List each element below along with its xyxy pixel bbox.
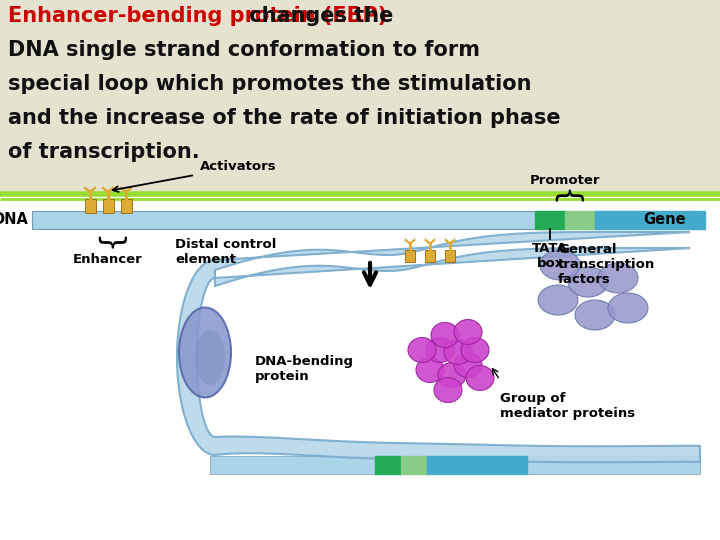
Ellipse shape — [416, 357, 444, 382]
Text: Enhancer: Enhancer — [73, 253, 143, 266]
Text: Enhancer-bending protein (EBP): Enhancer-bending protein (EBP) — [8, 6, 387, 26]
Text: special loop which promotes the stimulation: special loop which promotes the stimulat… — [8, 74, 531, 94]
Ellipse shape — [540, 250, 580, 280]
Bar — [595, 211, 705, 229]
Bar — [0, 195, 720, 540]
Ellipse shape — [461, 338, 489, 362]
Ellipse shape — [408, 338, 436, 362]
Ellipse shape — [195, 330, 225, 385]
Text: }: } — [94, 235, 122, 254]
Ellipse shape — [454, 353, 482, 377]
Bar — [0, 0, 720, 195]
Ellipse shape — [538, 285, 578, 315]
Ellipse shape — [431, 322, 459, 348]
Text: Activators: Activators — [200, 160, 276, 173]
Polygon shape — [177, 232, 700, 462]
Text: Promoter: Promoter — [530, 174, 600, 187]
Ellipse shape — [575, 300, 615, 330]
Text: of transcription.: of transcription. — [8, 142, 199, 162]
Bar — [535, 211, 565, 229]
Ellipse shape — [598, 263, 638, 293]
Ellipse shape — [179, 307, 231, 397]
Bar — [375, 456, 401, 474]
Ellipse shape — [434, 377, 462, 402]
Text: Gene: Gene — [643, 213, 685, 227]
Bar — [427, 456, 527, 474]
Ellipse shape — [568, 267, 608, 297]
Bar — [425, 249, 435, 262]
Ellipse shape — [426, 338, 454, 362]
Ellipse shape — [608, 293, 648, 323]
Text: DNA single strand conformation to form: DNA single strand conformation to form — [8, 40, 480, 60]
Text: TATA
box: TATA box — [532, 242, 568, 270]
Ellipse shape — [466, 366, 494, 390]
Text: DNA-bending
protein: DNA-bending protein — [255, 355, 354, 383]
Ellipse shape — [454, 320, 482, 345]
Bar — [84, 199, 96, 213]
Ellipse shape — [444, 340, 472, 365]
Bar — [120, 199, 132, 213]
Bar — [210, 456, 700, 474]
Text: General
transcription
factors: General transcription factors — [558, 243, 655, 286]
Bar — [102, 199, 114, 213]
Text: DNA: DNA — [0, 213, 28, 227]
Text: changes the: changes the — [242, 6, 393, 26]
Bar — [445, 249, 455, 262]
Text: and the increase of the rate of initiation phase: and the increase of the rate of initiati… — [8, 108, 561, 128]
Bar — [565, 211, 595, 229]
Ellipse shape — [438, 362, 466, 388]
Text: {: { — [551, 187, 580, 207]
Bar — [405, 249, 415, 262]
Bar — [401, 456, 427, 474]
Text: Group of
mediator proteins: Group of mediator proteins — [500, 392, 635, 420]
Bar — [32, 211, 700, 229]
Text: Distal control
element: Distal control element — [175, 238, 276, 266]
